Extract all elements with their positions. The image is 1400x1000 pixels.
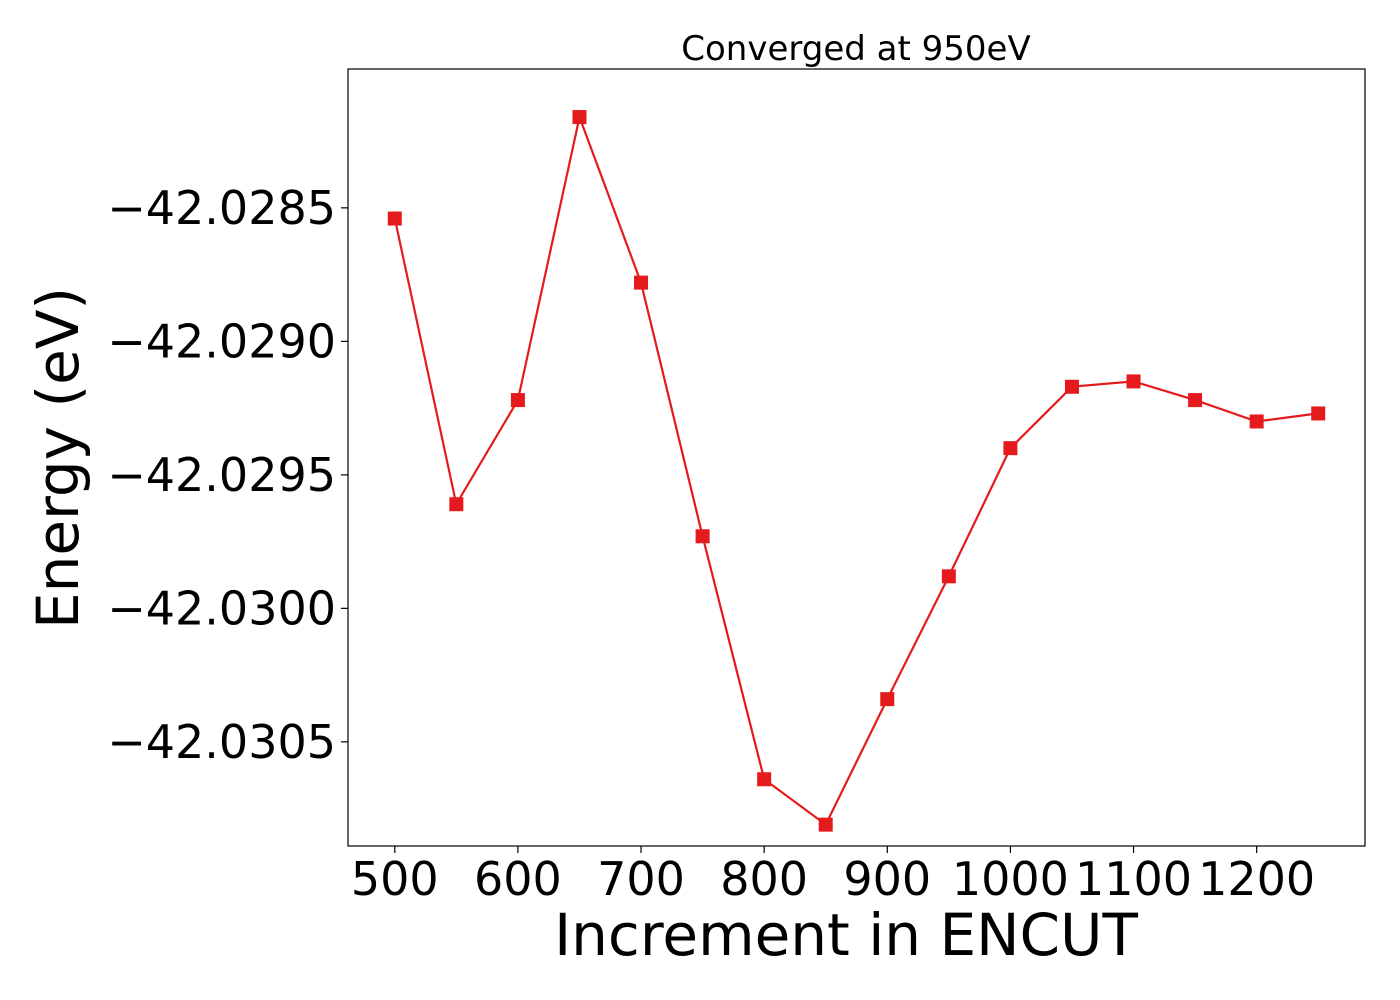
chart-title: Converged at 950eV xyxy=(681,29,1030,69)
data-point xyxy=(449,497,464,512)
data-point xyxy=(634,275,649,290)
plot-area xyxy=(348,69,1365,846)
x-axis-label: Increment in ENCUT xyxy=(554,901,1138,969)
y-tick-label: −42.0295 xyxy=(107,448,336,502)
data-point xyxy=(695,529,710,544)
y-tick-label: −42.0300 xyxy=(107,581,336,635)
data-point xyxy=(1249,414,1264,429)
x-tick-label: 1000 xyxy=(952,852,1069,906)
data-point xyxy=(1064,379,1079,394)
x-tick-label: 800 xyxy=(720,852,808,906)
y-tick-label: −42.0285 xyxy=(107,181,336,235)
y-axis-label: Energy (eV) xyxy=(24,287,92,629)
data-point xyxy=(880,692,895,707)
x-tick-label: 500 xyxy=(351,852,439,906)
data-point xyxy=(818,817,833,832)
x-tick-label: 700 xyxy=(597,852,685,906)
data-point xyxy=(1188,393,1203,408)
data-point xyxy=(572,110,587,125)
data-point xyxy=(1311,406,1326,421)
plot-frame xyxy=(347,68,1366,847)
x-axis-ticks: 500 600 700 800 900 1000 1100 1200 xyxy=(351,846,1315,906)
data-point xyxy=(1126,374,1141,389)
x-tick-label: 900 xyxy=(843,852,931,906)
x-tick-label: 1200 xyxy=(1198,852,1315,906)
data-point xyxy=(1003,441,1018,456)
x-tick-label: 1100 xyxy=(1075,852,1192,906)
series-line xyxy=(393,113,1319,827)
series-markers xyxy=(387,110,1326,832)
data-point xyxy=(757,772,772,787)
y-tick-label: −42.0305 xyxy=(107,715,336,769)
data-point xyxy=(941,569,956,584)
x-tick-label: 600 xyxy=(474,852,562,906)
data-point xyxy=(510,393,525,408)
y-axis-ticks: −42.0285 −42.0290 −42.0295 −42.0300 −42.0305 xyxy=(107,181,348,769)
data-point xyxy=(387,211,402,226)
y-tick-label: −42.0290 xyxy=(107,314,336,368)
